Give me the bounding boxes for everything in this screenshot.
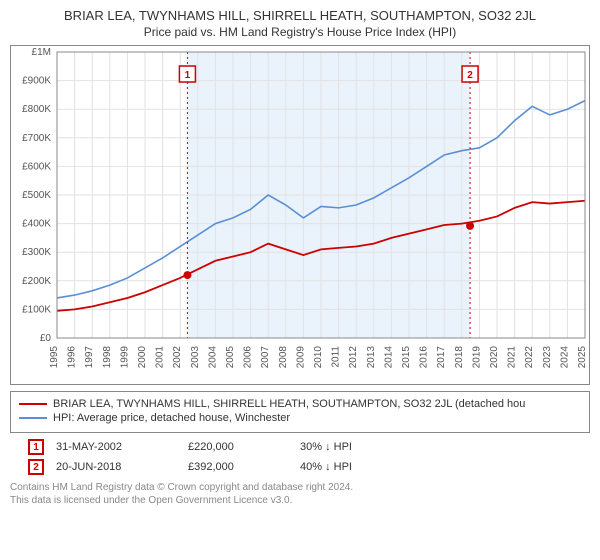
svg-text:2009: 2009 xyxy=(295,346,306,369)
svg-text:2018: 2018 xyxy=(454,346,465,369)
chart-plot-area: £0 £100K £200K £300K £400K £500K £600K £700K £80… xyxy=(10,45,590,385)
chart-title: BRIAR LEA, TWYNHAMS HILL, SHIRRELL HEATH… xyxy=(10,8,590,23)
svg-text:2000: 2000 xyxy=(137,346,148,369)
svg-text:£200K: £200K xyxy=(22,276,51,287)
svg-text:2016: 2016 xyxy=(419,346,430,369)
svg-text:2005: 2005 xyxy=(225,346,236,369)
svg-text:1: 1 xyxy=(185,70,191,81)
svg-text:£600K: £600K xyxy=(22,161,51,172)
svg-text:£300K: £300K xyxy=(22,247,51,258)
svg-text:2006: 2006 xyxy=(243,346,254,369)
footer: Contains HM Land Registry data © Crown c… xyxy=(10,481,590,507)
svg-text:£100K: £100K xyxy=(22,304,51,315)
svg-text:2024: 2024 xyxy=(559,346,570,369)
svg-text:2017: 2017 xyxy=(436,346,447,369)
svg-text:2022: 2022 xyxy=(524,346,535,369)
svg-text:2012: 2012 xyxy=(348,346,359,369)
svg-text:2004: 2004 xyxy=(207,346,218,369)
footer-line: This data is licensed under the Open Gov… xyxy=(10,494,590,507)
svg-text:£500K: £500K xyxy=(22,190,51,201)
marker-pct: 40% ↓ HPI xyxy=(300,461,352,473)
svg-text:2014: 2014 xyxy=(383,346,394,369)
marker-badge-2: 2 xyxy=(28,459,44,475)
svg-text:1997: 1997 xyxy=(84,346,95,369)
svg-text:£700K: £700K xyxy=(22,133,51,144)
marker-date: 31-MAY-2002 xyxy=(56,441,176,453)
svg-text:2023: 2023 xyxy=(542,346,553,369)
svg-text:£400K: £400K xyxy=(22,219,51,230)
svg-text:2015: 2015 xyxy=(401,346,412,369)
svg-text:2003: 2003 xyxy=(190,346,201,369)
footer-line: Contains HM Land Registry data © Crown c… xyxy=(10,481,590,494)
marker-price: £392,000 xyxy=(188,461,288,473)
svg-text:2010: 2010 xyxy=(313,346,324,369)
marker-badge-1: 1 xyxy=(28,439,44,455)
svg-text:2021: 2021 xyxy=(507,346,518,369)
svg-text:1998: 1998 xyxy=(102,346,113,369)
marker-table: 1 31-MAY-2002 £220,000 30% ↓ HPI 2 20-JU… xyxy=(10,439,590,475)
chart-container: { "title": "BRIAR LEA, TWYNHAMS HILL, SH… xyxy=(0,0,600,515)
legend-swatch-blue xyxy=(19,417,47,419)
svg-text:2001: 2001 xyxy=(155,346,166,369)
legend-item: BRIAR LEA, TWYNHAMS HILL, SHIRRELL HEATH… xyxy=(19,398,581,410)
svg-text:£800K: £800K xyxy=(22,104,51,115)
marker-date: 20-JUN-2018 xyxy=(56,461,176,473)
svg-text:1995: 1995 xyxy=(49,346,60,369)
legend-swatch-red xyxy=(19,403,47,405)
marker-row: 2 20-JUN-2018 £392,000 40% ↓ HPI xyxy=(10,459,590,475)
svg-text:2020: 2020 xyxy=(489,346,500,369)
svg-text:£900K: £900K xyxy=(22,76,51,87)
svg-text:2013: 2013 xyxy=(366,346,377,369)
chart-svg: £0 £100K £200K £300K £400K £500K £600K £700K £80… xyxy=(11,46,591,386)
legend-item: HPI: Average price, detached house, Winc… xyxy=(19,412,581,424)
chart-subtitle: Price paid vs. HM Land Registry's House … xyxy=(10,25,590,39)
svg-text:2025: 2025 xyxy=(577,346,588,369)
svg-text:2007: 2007 xyxy=(260,346,271,369)
svg-text:2019: 2019 xyxy=(471,346,482,369)
svg-text:1996: 1996 xyxy=(67,346,78,369)
svg-text:2: 2 xyxy=(467,70,473,81)
svg-text:1999: 1999 xyxy=(119,346,130,369)
svg-text:2008: 2008 xyxy=(278,346,289,369)
legend-label: HPI: Average price, detached house, Winc… xyxy=(53,412,290,424)
legend-label: BRIAR LEA, TWYNHAMS HILL, SHIRRELL HEATH… xyxy=(53,398,525,410)
marker-pct: 30% ↓ HPI xyxy=(300,441,352,453)
marker-row: 1 31-MAY-2002 £220,000 30% ↓ HPI xyxy=(10,439,590,455)
svg-text:£1M: £1M xyxy=(32,47,51,58)
legend: BRIAR LEA, TWYNHAMS HILL, SHIRRELL HEATH… xyxy=(10,391,590,433)
marker-price: £220,000 xyxy=(188,441,288,453)
svg-text:2002: 2002 xyxy=(172,346,183,369)
svg-text:2011: 2011 xyxy=(331,346,342,368)
svg-text:£0: £0 xyxy=(40,333,52,344)
